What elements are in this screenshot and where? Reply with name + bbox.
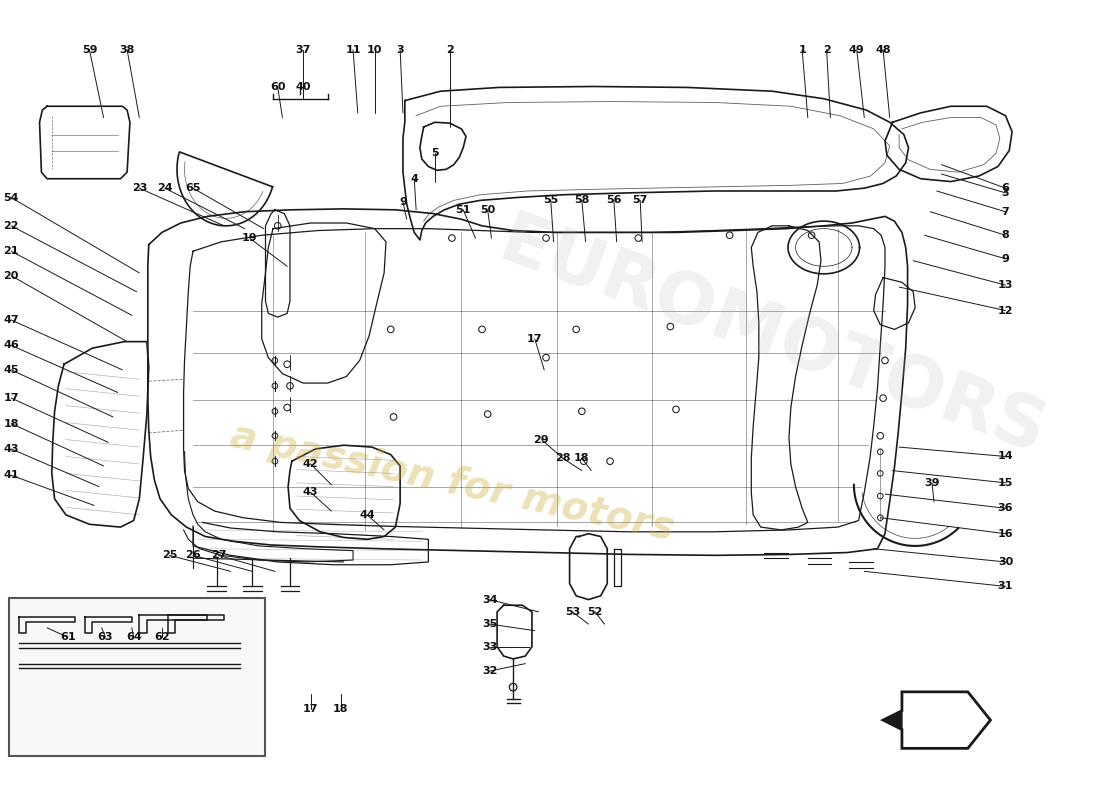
Text: 63: 63 [98, 632, 113, 642]
Text: 9: 9 [1002, 254, 1010, 264]
Text: 60: 60 [270, 82, 286, 93]
Text: 16: 16 [998, 529, 1013, 538]
Polygon shape [883, 692, 990, 748]
Text: 33: 33 [482, 642, 497, 652]
Text: 12: 12 [998, 306, 1013, 315]
Text: 7: 7 [1002, 206, 1010, 217]
Text: 42: 42 [302, 459, 319, 469]
FancyBboxPatch shape [10, 598, 265, 756]
Text: 36: 36 [998, 503, 1013, 514]
Text: 2: 2 [823, 45, 830, 54]
Text: 13: 13 [998, 280, 1013, 290]
Text: 3: 3 [1002, 188, 1010, 198]
Text: 43: 43 [302, 487, 318, 498]
Text: 6: 6 [1002, 183, 1010, 193]
Text: 25: 25 [162, 550, 177, 560]
Text: 21: 21 [3, 246, 19, 256]
Text: 48: 48 [876, 45, 891, 54]
Text: 57: 57 [632, 195, 648, 206]
Text: 52: 52 [587, 607, 603, 617]
Text: 49: 49 [849, 45, 865, 54]
Text: 15: 15 [998, 478, 1013, 488]
Polygon shape [883, 710, 902, 730]
Text: 11: 11 [345, 45, 361, 54]
Text: 56: 56 [606, 195, 621, 206]
Text: 29: 29 [534, 434, 549, 445]
Text: 17: 17 [302, 704, 318, 714]
Text: 40: 40 [296, 82, 311, 93]
Text: 27: 27 [211, 550, 227, 560]
Text: 61: 61 [60, 632, 76, 642]
Text: 45: 45 [3, 365, 19, 375]
Text: EUROMOTORS: EUROMOTORS [490, 208, 1055, 470]
Text: 24: 24 [157, 183, 173, 193]
Text: 18: 18 [574, 454, 590, 463]
Text: 26: 26 [185, 550, 201, 560]
Text: 41: 41 [3, 470, 19, 480]
Text: 4: 4 [410, 174, 418, 184]
Text: 5: 5 [431, 148, 439, 158]
Text: 38: 38 [120, 45, 135, 54]
Text: 20: 20 [3, 270, 19, 281]
Text: 22: 22 [3, 221, 19, 231]
Text: 44: 44 [360, 510, 375, 520]
Text: 37: 37 [296, 45, 311, 54]
Text: 53: 53 [564, 607, 580, 617]
Text: 17: 17 [527, 334, 542, 344]
Text: 10: 10 [367, 45, 383, 54]
Text: 30: 30 [998, 557, 1013, 567]
Text: 58: 58 [574, 195, 590, 206]
Text: a passion for motors: a passion for motors [227, 418, 678, 549]
Text: 3: 3 [396, 45, 404, 54]
Text: 28: 28 [556, 454, 571, 463]
Text: 32: 32 [482, 666, 497, 676]
Text: 34: 34 [482, 594, 497, 605]
Text: 8: 8 [1002, 230, 1010, 240]
Text: 17: 17 [3, 393, 19, 403]
Text: 47: 47 [3, 315, 19, 325]
Text: 55: 55 [543, 195, 559, 206]
Text: 51: 51 [455, 205, 471, 215]
Text: 14: 14 [998, 451, 1013, 462]
Text: 64: 64 [125, 632, 142, 642]
Text: 19: 19 [242, 233, 257, 243]
Text: 59: 59 [81, 45, 97, 54]
Text: 18: 18 [3, 418, 19, 429]
Text: 54: 54 [3, 193, 19, 202]
Text: 65: 65 [185, 183, 201, 193]
Text: 46: 46 [3, 340, 19, 350]
Text: 18: 18 [333, 704, 349, 714]
Text: 31: 31 [998, 582, 1013, 591]
Text: 43: 43 [3, 444, 19, 454]
Text: 2: 2 [447, 45, 454, 54]
Text: 62: 62 [154, 632, 169, 642]
Text: 50: 50 [480, 205, 495, 215]
Text: 1: 1 [799, 45, 806, 54]
Text: 23: 23 [132, 183, 147, 193]
Text: 35: 35 [482, 619, 497, 629]
Text: 39: 39 [924, 478, 939, 488]
Text: 9: 9 [399, 198, 407, 207]
